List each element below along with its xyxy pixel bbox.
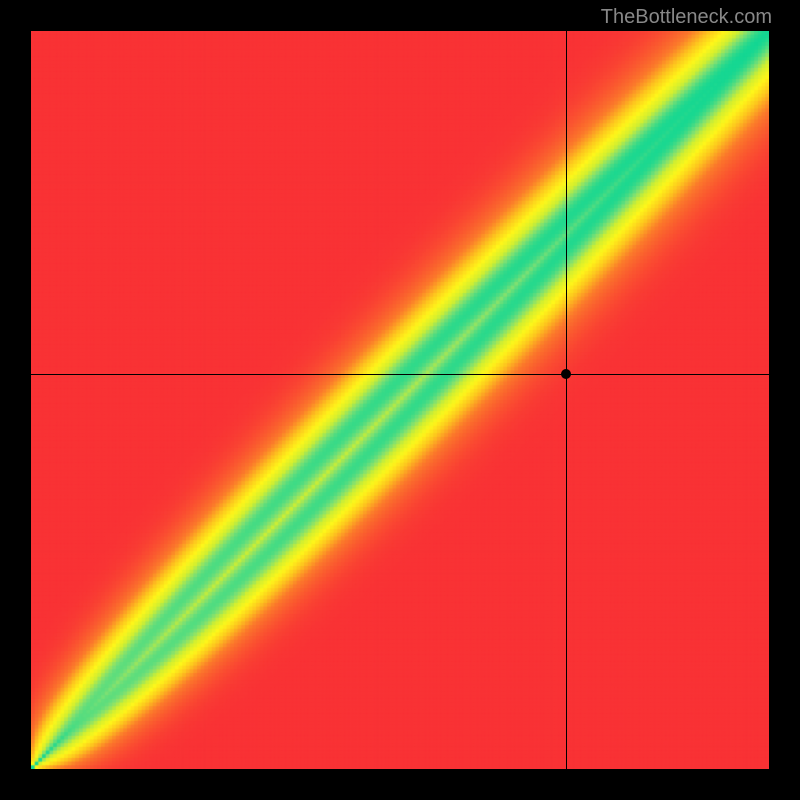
- attribution-text: TheBottleneck.com: [601, 6, 772, 29]
- crosshair-vertical: [566, 31, 567, 769]
- bottleneck-heatmap: [31, 31, 769, 769]
- crosshair-horizontal: [31, 374, 769, 375]
- heatmap-canvas: [31, 31, 769, 769]
- crosshair-marker: [561, 369, 571, 379]
